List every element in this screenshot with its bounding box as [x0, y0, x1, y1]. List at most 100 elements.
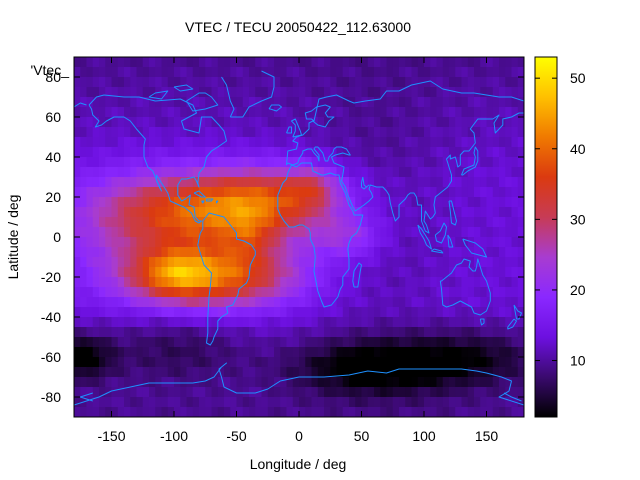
heatmap-cell [280, 347, 288, 358]
chart-title: VTEC / TECU 20050422_112.63000 [185, 19, 411, 35]
heatmap-cell [517, 247, 524, 258]
heatmap-cell [217, 377, 225, 388]
heatmap-cell [436, 257, 444, 268]
heatmap-cell [299, 247, 306, 258]
heatmap-cell [186, 307, 194, 318]
heatmap-cell [349, 367, 356, 378]
heatmap-cell [92, 107, 100, 118]
heatmap-cell [511, 127, 519, 138]
heatmap-cell [211, 377, 219, 388]
heatmap-cell [417, 337, 425, 348]
heatmap-cell [474, 267, 481, 278]
heatmap-cell [142, 127, 150, 138]
heatmap-cell [211, 287, 219, 298]
heatmap-cell [367, 257, 375, 268]
heatmap-cell [292, 167, 300, 178]
heatmap-cell [105, 147, 113, 158]
heatmap-cell [511, 197, 519, 208]
heatmap-cell [467, 97, 475, 108]
heatmap-cell [255, 297, 263, 308]
heatmap-cell [424, 237, 431, 248]
heatmap-cell [180, 87, 188, 98]
heatmap-cell [86, 87, 94, 98]
heatmap-cell [324, 297, 331, 308]
heatmap-cell [492, 347, 500, 358]
heatmap-cell [386, 327, 394, 338]
heatmap-cell [286, 357, 294, 368]
heatmap-cell [280, 317, 288, 328]
heatmap-cell [480, 227, 488, 238]
heatmap-cell [180, 197, 188, 208]
heatmap-cell [399, 317, 406, 328]
heatmap-cell [480, 177, 488, 188]
heatmap-cell [249, 347, 256, 358]
colorbar-tick-label: 30 [570, 211, 586, 227]
heatmap-cell [192, 67, 200, 78]
heatmap-cell [342, 307, 350, 318]
heatmap-cell [117, 137, 125, 148]
heatmap-cell [517, 207, 524, 218]
heatmap-cell [311, 57, 319, 68]
heatmap-cell [180, 187, 188, 198]
heatmap-cell [99, 267, 106, 278]
heatmap-cell [505, 387, 513, 398]
heatmap-cell [117, 387, 125, 398]
heatmap-cell [286, 317, 294, 328]
heatmap-cell [236, 377, 244, 388]
heatmap-cell [230, 397, 238, 408]
heatmap-cell [417, 247, 425, 258]
heatmap-cell [99, 247, 106, 258]
heatmap-cell [205, 407, 213, 417]
heatmap-cell [280, 257, 288, 268]
heatmap-cell [92, 277, 100, 288]
heatmap-cell [242, 127, 250, 138]
x-tick-label: -50 [226, 428, 246, 444]
heatmap-cell [311, 317, 319, 328]
heatmap-cell [449, 177, 456, 188]
heatmap-cell [199, 307, 206, 318]
heatmap-cell [149, 407, 156, 417]
heatmap-cell [417, 267, 425, 278]
heatmap-cell [142, 267, 150, 278]
heatmap-cell [292, 197, 300, 208]
heatmap-cell [492, 237, 500, 248]
heatmap-cell [511, 57, 519, 68]
heatmap-cell [211, 77, 219, 88]
heatmap-cell [99, 277, 106, 288]
heatmap-cell [324, 267, 331, 278]
heatmap-cell [249, 77, 256, 88]
heatmap-cell [349, 127, 356, 138]
heatmap-cell [105, 217, 113, 228]
heatmap-cell [161, 207, 169, 218]
heatmap-cell [274, 67, 281, 78]
heatmap-cell [436, 337, 444, 348]
heatmap-cell [255, 157, 263, 168]
heatmap-cell [292, 127, 300, 138]
heatmap-cell [449, 57, 456, 68]
heatmap-cell [167, 87, 175, 98]
heatmap-cell [361, 117, 369, 128]
heatmap-cell [249, 317, 256, 328]
heatmap-cell [224, 107, 231, 118]
heatmap-cell [349, 77, 356, 88]
heatmap-cell [492, 397, 500, 408]
heatmap-cell [274, 407, 281, 417]
heatmap-cell [405, 127, 413, 138]
heatmap-cell [149, 147, 156, 158]
heatmap-cell [361, 67, 369, 78]
heatmap-cell [286, 257, 294, 268]
heatmap-cell [111, 137, 119, 148]
heatmap-cell [186, 67, 194, 78]
heatmap-cell [480, 337, 488, 348]
heatmap-cell [267, 347, 275, 358]
x-tick-label: -150 [97, 428, 125, 444]
heatmap-cell [430, 377, 438, 388]
heatmap-cell [99, 327, 106, 338]
heatmap-cell [424, 257, 431, 268]
heatmap-cell [267, 177, 275, 188]
heatmap-cell [86, 207, 94, 218]
heatmap-cell [449, 277, 456, 288]
heatmap-cell [230, 187, 238, 198]
heatmap-cell [474, 227, 481, 238]
heatmap-cell [86, 387, 94, 398]
